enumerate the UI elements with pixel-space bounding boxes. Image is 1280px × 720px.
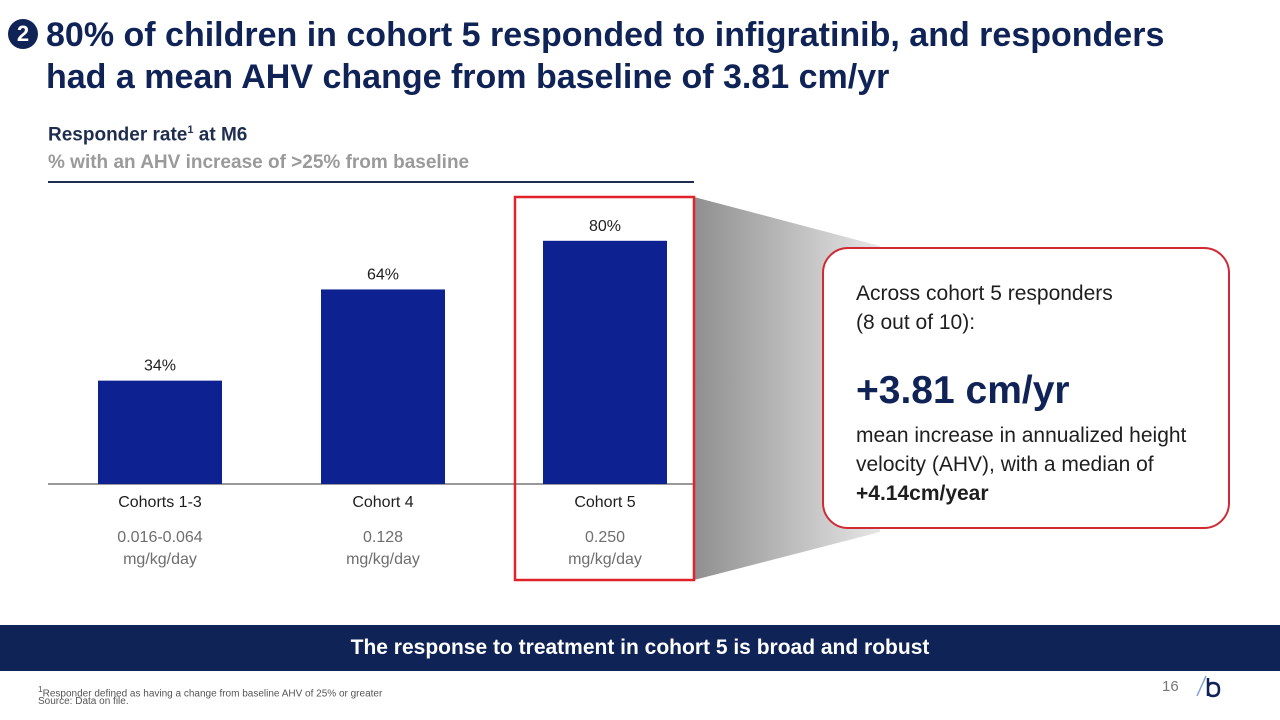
title-line-1: 80% of children in cohort 5 responded to…	[46, 16, 1165, 54]
callout-median: +4.14cm/year	[856, 482, 989, 505]
dose-unit-label: mg/kg/day	[346, 551, 420, 568]
callout-desc-text: mean increase in annualized height veloc…	[856, 424, 1187, 476]
page-number: 16	[1162, 678, 1179, 695]
bar-value-label: 64%	[367, 266, 399, 283]
bar-3	[543, 240, 667, 484]
dose-unit-label: mg/kg/day	[568, 551, 642, 568]
dose-value-label: 0.128	[363, 529, 403, 546]
callout-value: +3.81 cm/yr	[856, 369, 1070, 412]
bar-1	[98, 380, 222, 484]
dose-value-label: 0.016-0.064	[117, 529, 203, 546]
dose-unit-label: mg/kg/day	[123, 551, 197, 568]
chart-header-divider	[48, 181, 694, 183]
chart-title: Responder rate1 at M6	[48, 124, 247, 146]
chart-subtitle: % with an AHV increase of >25% from base…	[48, 152, 470, 173]
callout-intro-line-1: Across cohort 5 responders	[856, 282, 1113, 305]
footnote: 1Responder defined as having a change fr…	[38, 684, 382, 699]
callout-description: mean increase in annualized height veloc…	[856, 421, 1216, 508]
callout-intro: Across cohort 5 responders (8 out of 10)…	[856, 279, 1206, 337]
dose-value-label: 0.250	[585, 529, 625, 546]
bar-value-label: 80%	[589, 218, 621, 235]
title-line-2: had a mean AHV change from baseline of 3…	[46, 58, 890, 96]
footnote-text: Responder defined as having a change fro…	[42, 688, 383, 700]
category-label: Cohort 4	[352, 494, 413, 511]
conclusion-banner: The response to treatment in cohort 5 is…	[0, 625, 1280, 671]
responder-callout: Across cohort 5 responders (8 out of 10)…	[822, 247, 1230, 529]
cohort5-highlight-box	[513, 195, 696, 582]
chart-title-label: Responder rate	[48, 124, 188, 146]
bar-2	[321, 289, 445, 484]
chart-title-superscript: 1	[187, 124, 194, 136]
footnote-mark: 1	[38, 684, 43, 694]
company-logo-icon	[1196, 675, 1221, 698]
section-number-badge: 2	[8, 19, 38, 49]
source-note: Source: Data on file.	[38, 696, 129, 707]
category-label: Cohort 5	[574, 494, 635, 511]
category-label: Cohorts 1-3	[118, 494, 202, 511]
callout-intro-line-2: (8 out of 10):	[856, 311, 976, 334]
chart-title-suffix: at M6	[193, 124, 248, 146]
bar-value-label: 34%	[144, 358, 176, 375]
